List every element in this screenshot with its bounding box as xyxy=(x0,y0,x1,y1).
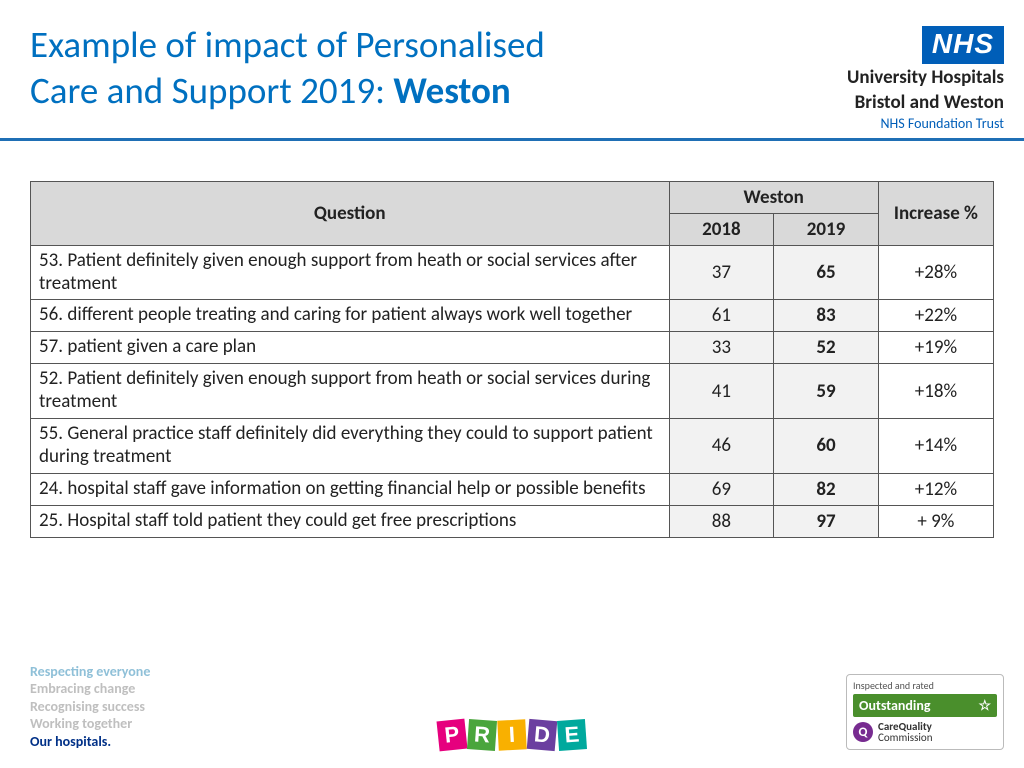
table-row: 57. patient given a care plan3352+19% xyxy=(31,332,994,364)
star-icon: ☆ xyxy=(978,697,991,714)
cqc-logo-icon: Q xyxy=(853,722,873,742)
cell-question: 24. hospital staff gave information on g… xyxy=(31,473,670,505)
cell-2018: 37 xyxy=(669,245,774,300)
table-row: 56. different people treating and caring… xyxy=(31,300,994,332)
cell-increase: +14% xyxy=(878,418,993,473)
value-respecting: Respecting everyone xyxy=(30,663,150,681)
cell-increase: +18% xyxy=(878,364,993,419)
cell-2018: 33 xyxy=(669,332,774,364)
pride-d: D xyxy=(527,719,558,751)
cell-2019: 65 xyxy=(774,245,879,300)
table-row: 55. General practice staff definitely di… xyxy=(31,418,994,473)
cqc-inspected-label: Inspected and rated xyxy=(853,679,997,692)
values-block: Respecting everyone Embracing change Rec… xyxy=(30,663,150,751)
pride-p: P xyxy=(437,719,468,752)
cell-question: 57. patient given a care plan xyxy=(31,332,670,364)
value-recognising: Recognising success xyxy=(30,698,150,716)
table-row: 25. Hospital staff told patient they cou… xyxy=(31,505,994,537)
cqc-badge: Inspected and rated Outstanding ☆ Q Care… xyxy=(846,674,1004,750)
org-subtitle: NHS Foundation Trust xyxy=(847,115,1004,132)
pride-i: I xyxy=(497,719,527,750)
cell-question: 52. Patient definitely given enough supp… xyxy=(31,364,670,419)
org-name-line1: University Hospitals xyxy=(847,68,1004,89)
cell-question: 55. General practice staff definitely di… xyxy=(31,418,670,473)
cell-2019: 52 xyxy=(774,332,879,364)
cell-question: 56. different people treating and caring… xyxy=(31,300,670,332)
cell-2019: 82 xyxy=(774,473,879,505)
cell-increase: + 9% xyxy=(878,505,993,537)
impact-table: Question Weston Increase % 2018 2019 53.… xyxy=(30,181,994,538)
value-embracing: Embracing change xyxy=(30,680,150,698)
cell-2018: 69 xyxy=(669,473,774,505)
value-hospitals: Our hospitals. xyxy=(30,733,150,751)
cqc-name: CareQuality Commission xyxy=(878,721,932,743)
pride-logo: P R I D E xyxy=(438,720,586,750)
th-2018: 2018 xyxy=(669,213,774,245)
cell-2018: 88 xyxy=(669,505,774,537)
cell-2019: 60 xyxy=(774,418,879,473)
title-line2-pre: Care and Support 2019: xyxy=(30,68,393,113)
title-line1: Example of impact of Personalised xyxy=(30,22,545,67)
slide-title: Example of impact of Personalised Care a… xyxy=(30,22,545,115)
th-group: Weston xyxy=(669,181,878,213)
table-row: 52. Patient definitely given enough supp… xyxy=(31,364,994,419)
cell-2019: 59 xyxy=(774,364,879,419)
pride-e: E xyxy=(557,719,587,751)
cell-increase: +12% xyxy=(878,473,993,505)
th-2019: 2019 xyxy=(774,213,879,245)
table-row: 53. Patient definitely given enough supp… xyxy=(31,245,994,300)
cell-increase: +19% xyxy=(878,332,993,364)
th-question: Question xyxy=(31,181,670,245)
cell-2018: 41 xyxy=(669,364,774,419)
org-logo: NHS University Hospitals Bristol and Wes… xyxy=(847,22,1004,132)
cell-question: 25. Hospital staff told patient they cou… xyxy=(31,505,670,537)
cqc-rating-text: Outstanding xyxy=(859,697,931,714)
cell-question: 53. Patient definitely given enough supp… xyxy=(31,245,670,300)
org-name-line2: Bristol and Weston xyxy=(847,93,1004,114)
cell-2019: 97 xyxy=(774,505,879,537)
title-line2-bold: Weston xyxy=(393,68,510,113)
nhs-logo: NHS xyxy=(922,26,1004,64)
cqc-rating: Outstanding ☆ xyxy=(853,694,997,717)
cell-increase: +28% xyxy=(878,245,993,300)
cell-2018: 46 xyxy=(669,418,774,473)
value-working: Working together xyxy=(30,715,150,733)
cqc-name2: Commission xyxy=(878,731,932,744)
cell-2019: 83 xyxy=(774,300,879,332)
cell-increase: +22% xyxy=(878,300,993,332)
cell-2018: 61 xyxy=(669,300,774,332)
th-increase: Increase % xyxy=(878,181,993,245)
table-row: 24. hospital staff gave information on g… xyxy=(31,473,994,505)
pride-r: R xyxy=(467,719,497,751)
